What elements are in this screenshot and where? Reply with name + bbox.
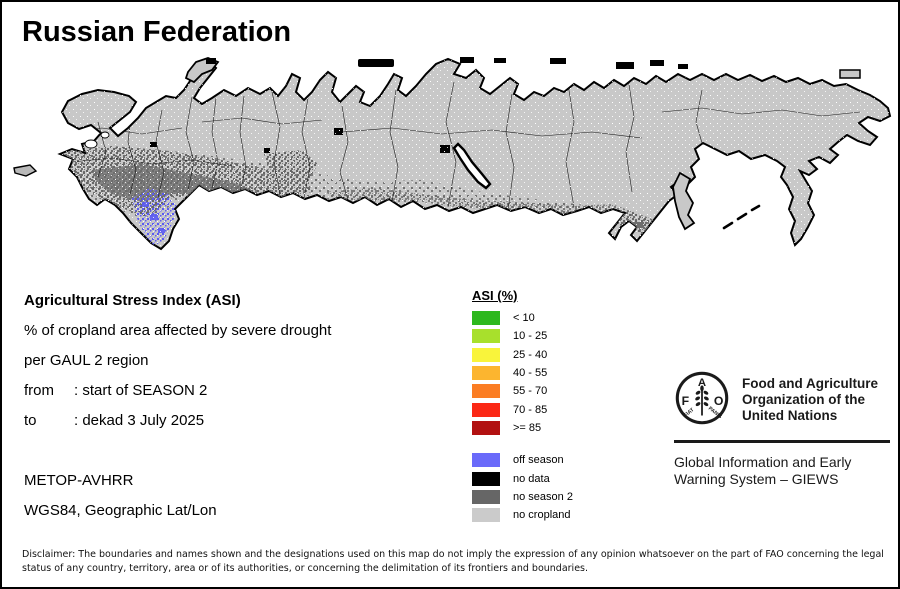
legend-label: 25 - 40 [513, 348, 548, 361]
legend-swatch [472, 420, 500, 435]
to-label: to [24, 412, 37, 429]
projection-name: WGS84, Geographic Lat/Lon [24, 502, 217, 519]
from-label: from [24, 382, 54, 399]
sensor-block: METOP-AVHRR WGS84, Geographic Lat/Lon [24, 470, 454, 530]
legend-label: 10 - 25 [513, 330, 548, 343]
legend-gap [472, 437, 662, 451]
fao-logo-letter-f: F [682, 394, 690, 408]
info-description-line: % of cropland area affected by severe dr… [24, 322, 332, 339]
legend-item: 25 - 40 [472, 346, 662, 364]
legend-item: off season [472, 451, 662, 469]
legend-item: 40 - 55 [472, 364, 662, 382]
wheat-ear-icon [695, 385, 709, 416]
info-to-row: to : dekad 3 July 2025 [24, 410, 454, 440]
legend-swatch [472, 329, 500, 344]
legend-item: >= 85 [472, 419, 662, 437]
sensor-name: METOP-AVHRR [24, 472, 134, 489]
legend-item: 70 - 85 [472, 400, 662, 418]
legend-label: no season 2 [513, 490, 573, 503]
giews-name: Global Information and Early Warning Sys… [674, 454, 852, 487]
legend-swatch [472, 471, 500, 486]
legend-label: >= 85 [513, 421, 542, 434]
legend-item: no data [472, 469, 662, 487]
disclaimer-text: Disclaimer: The boundaries and names sho… [22, 549, 884, 574]
legend-swatch [472, 311, 500, 326]
fao-org-name: Food and Agriculture Organization of the… [742, 376, 878, 423]
info-region-line: per GAUL 2 region [24, 352, 149, 369]
legend-item: 55 - 70 [472, 382, 662, 400]
legend-label: 55 - 70 [513, 385, 548, 398]
legend-label: no cropland [513, 509, 571, 522]
fao-logo-letter-a: A [698, 377, 706, 389]
legend-label: off season [513, 454, 564, 467]
fao-separator-line [674, 440, 890, 443]
legend-swatch [472, 508, 500, 523]
legend-item: no cropland [472, 506, 662, 524]
page-title: Russian Federation [22, 16, 292, 48]
map-info-block: Agricultural Stress Index (ASI) % of cro… [24, 290, 454, 440]
legend-swatch [472, 453, 500, 468]
legend-swatch [472, 347, 500, 362]
legend-item: 10 - 25 [472, 327, 662, 345]
legend-swatch [472, 402, 500, 417]
to-value: : dekad 3 July 2025 [74, 412, 205, 429]
asi-heading: Agricultural Stress Index (ASI) [24, 292, 241, 309]
legend-item: no season 2 [472, 488, 662, 506]
legend: ASI (%) < 10 10 - 25 25 - 40 40 - 55 55 … [472, 288, 662, 524]
info-from-row: from : start of SEASON 2 [24, 380, 454, 410]
legend-swatch [472, 366, 500, 381]
russia-asi-map [13, 57, 891, 250]
legend-item: < 10 [472, 309, 662, 327]
legend-label: < 10 [513, 312, 535, 325]
legend-swatch [472, 489, 500, 504]
legend-label: 40 - 55 [513, 367, 548, 380]
legend-heading: ASI (%) [472, 288, 518, 303]
legend-label: 70 - 85 [513, 403, 548, 416]
legend-swatch [472, 384, 500, 399]
from-value: : start of SEASON 2 [74, 382, 208, 399]
fao-logo-icon: A F O FIAT PANIS [675, 371, 729, 425]
fao-logo-letter-o: O [714, 394, 724, 408]
legend-label: no data [513, 472, 550, 485]
